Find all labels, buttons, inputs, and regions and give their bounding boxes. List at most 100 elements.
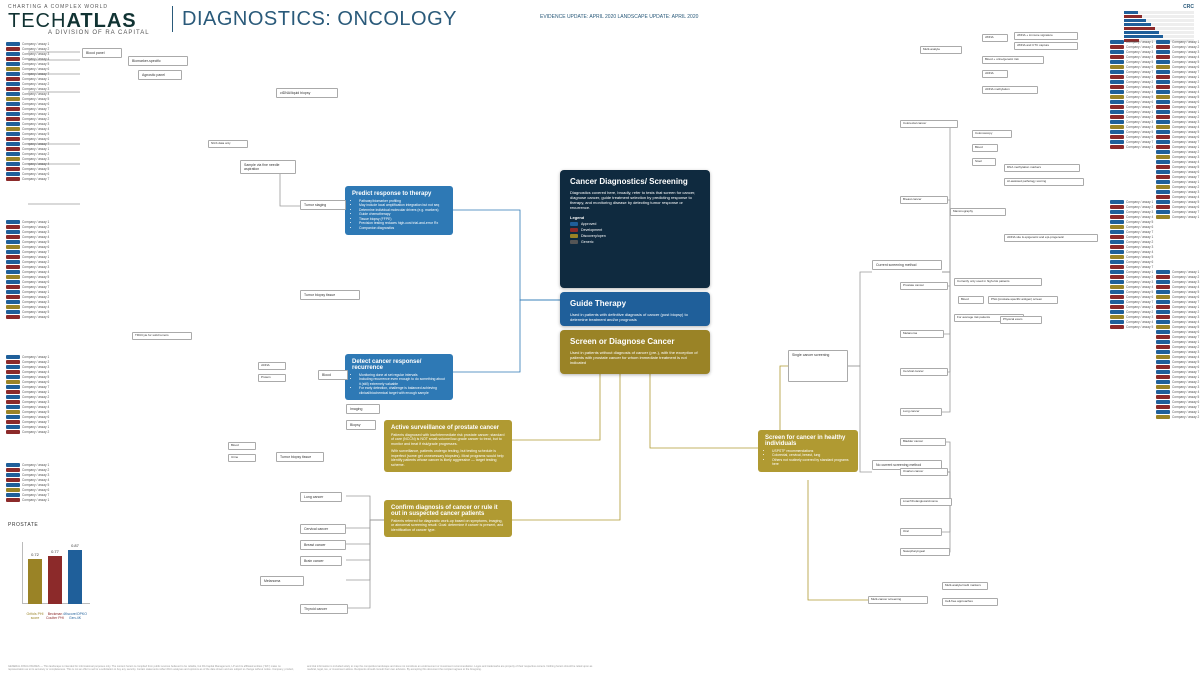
box-psa: PSA (prostate-specific antigen) screen [988, 296, 1058, 304]
list-item: Company / assay 1 [1156, 215, 1199, 219]
list-item: Company / assay 4 [6, 92, 49, 96]
list-item: Company / assay 3 [6, 473, 49, 477]
list-item: Company / assay 7 [1110, 265, 1153, 269]
list-item: Company / assay 2 [1110, 45, 1153, 49]
list-item: Company / assay 4 [6, 162, 49, 166]
list-item: Company / assay 1 [6, 498, 49, 502]
list-item: Company / assay 4 [1110, 215, 1153, 219]
list-item: Company / assay 2 [1110, 240, 1153, 244]
list-item: Company / assay 6 [6, 380, 49, 384]
box-prostate-r: Prostate cancer [900, 282, 948, 290]
list-item: Company / assay 7 [1156, 335, 1199, 339]
list-item: Company / assay 1 [6, 77, 49, 81]
box-blood-r: Blood [958, 296, 984, 304]
list-item: Company / assay 5 [6, 375, 49, 379]
list-item: Company / assay 3 [1110, 315, 1153, 319]
box-immune-sig: cfDNA + immune signature [1014, 32, 1078, 40]
list-item: Company / assay 5 [1110, 220, 1153, 224]
list-item: Company / assay 7 [1156, 405, 1199, 409]
list-item: Company / assay 5 [6, 97, 49, 101]
list-item: Company / assay 3 [1110, 280, 1153, 284]
list-item: Company / assay 1 [1156, 40, 1199, 44]
box-blood-crc: Blood [972, 144, 998, 152]
list-item: Company / assay 4 [6, 235, 49, 239]
list-item: Company / assay 6 [6, 245, 49, 249]
list-item: Company / assay 1 [1110, 110, 1153, 114]
box-biomarker: Biomarker-specific [128, 56, 188, 66]
list-item: Company / assay 6 [6, 488, 49, 492]
list-item: Company / assay 5 [6, 410, 49, 414]
list-item: Company / assay 2 [6, 152, 49, 156]
list-item: Company / assay 4 [1110, 55, 1153, 59]
list-item: Company / assay 6 [6, 280, 49, 284]
list-item: Company / assay 5 [1156, 360, 1199, 364]
list-item: Company / assay 6 [1110, 225, 1153, 229]
list-item: Company / assay 5 [1110, 95, 1153, 99]
list-item: Company / assay 1 [1156, 375, 1199, 379]
list-item: Company / assay 3 [1156, 50, 1199, 54]
list-item: Company / assay 6 [1156, 365, 1199, 369]
box-naso: Nasopharyngeal [900, 548, 950, 556]
list-item: Company / assay 4 [1156, 160, 1199, 164]
list-item: Company / assay 1 [1110, 200, 1153, 204]
box-ai-path: AI-assisted pathology scoring [1004, 178, 1084, 186]
list-item: Company / assay 2 [1156, 185, 1199, 189]
list-item: Company / assay 2 [6, 225, 49, 229]
list-item: Company / assay 6 [6, 172, 49, 176]
box-multi-analyte-top: Multi-analyte [920, 46, 962, 54]
list-item: Company / assay 1 [1156, 75, 1199, 79]
box-biopsy: Biopsy [346, 420, 376, 430]
box-thyroid: Thyroid cancer [300, 604, 348, 614]
list-item: Company / assay 4 [6, 127, 49, 131]
footer-disclosure: GENERAL DISCLOSURES — This landscape is … [8, 665, 1192, 671]
list-item: Company / assay 7 [6, 72, 49, 76]
list-item: Company / assay 1 [1110, 235, 1153, 239]
list-item: Company / assay 2 [1156, 45, 1199, 49]
list-item: Company / assay 2 [1156, 150, 1199, 154]
list-item: Company / assay 3 [6, 400, 49, 404]
list-item: Company / assay 7 [6, 107, 49, 111]
list-item: Company / assay 4 [1110, 90, 1153, 94]
list-item: Company / assay 3 [6, 365, 49, 369]
list-item: Company / assay 4 [1156, 195, 1199, 199]
list-item: Company / assay 2 [6, 260, 49, 264]
header-subline: A DIVISION OF RA CAPITAL [48, 30, 150, 36]
list-item: Company / assay 6 [1156, 330, 1199, 334]
list-item: Company / assay 3 [6, 265, 49, 269]
subcard-screen-healthy: Screen for cancer in healthy individuals… [758, 430, 858, 472]
subcard-confirm: Confirm diagnosis of cancer or rule it o… [384, 500, 512, 537]
box-tissue-2: Tumor biopsy tissue [276, 452, 324, 462]
list-item: Company / assay 7 [6, 493, 49, 497]
list-item: Company / assay 1 [1156, 340, 1199, 344]
list-item: Company / assay 6 [1110, 135, 1153, 139]
list-item: Company / assay 6 [1110, 295, 1153, 299]
list-item: Company / assay 4 [1156, 125, 1199, 129]
header-divider [172, 6, 173, 32]
list-item: Company / assay 6 [1110, 65, 1153, 69]
box-blood-panel: Blood panel [82, 48, 122, 58]
card-cancer-diagnostics: Cancer Diagnostics/ Screening Diagnostic… [560, 170, 710, 288]
box-blood-1: Blood [318, 370, 348, 380]
list-item: Company / assay 3 [1110, 85, 1153, 89]
list-item: Company / assay 7 [1156, 210, 1199, 214]
box-single-screen: Single cancer screening [788, 350, 848, 382]
list-item: Company / assay 1 [1110, 75, 1153, 79]
box-lung-r: Lung cancer [900, 408, 942, 416]
box-melanoma: Melanoma [260, 576, 304, 586]
list-item: Company / assay 3 [1156, 120, 1199, 124]
list-item: Company / assay 2 [1156, 345, 1199, 349]
list-item: Company / assay 2 [1156, 415, 1199, 419]
box-bladder-r: Bladder cancer [900, 438, 946, 446]
list-item: Company / assay 1 [6, 42, 49, 46]
list-item: Company / assay 4 [1156, 390, 1199, 394]
list-item: Company / assay 1 [1156, 410, 1199, 414]
prostate-chart: 0.72Grifols PHI score0.77Beckman Coulter… [8, 530, 94, 614]
list-item: Company / assay 2 [1110, 275, 1153, 279]
list-item: Company / assay 6 [1156, 205, 1199, 209]
card-guide-therapy: Guide Therapy Used in patients with defi… [560, 292, 710, 326]
list-item: Company / assay 1 [1156, 270, 1199, 274]
list-item: Company / assay 7 [6, 177, 49, 181]
list-item: Company / assay 4 [1156, 90, 1199, 94]
box-trucyte: TRUCyte for solid tumors [132, 332, 192, 340]
list-item: Company / assay 4 [1156, 320, 1199, 324]
